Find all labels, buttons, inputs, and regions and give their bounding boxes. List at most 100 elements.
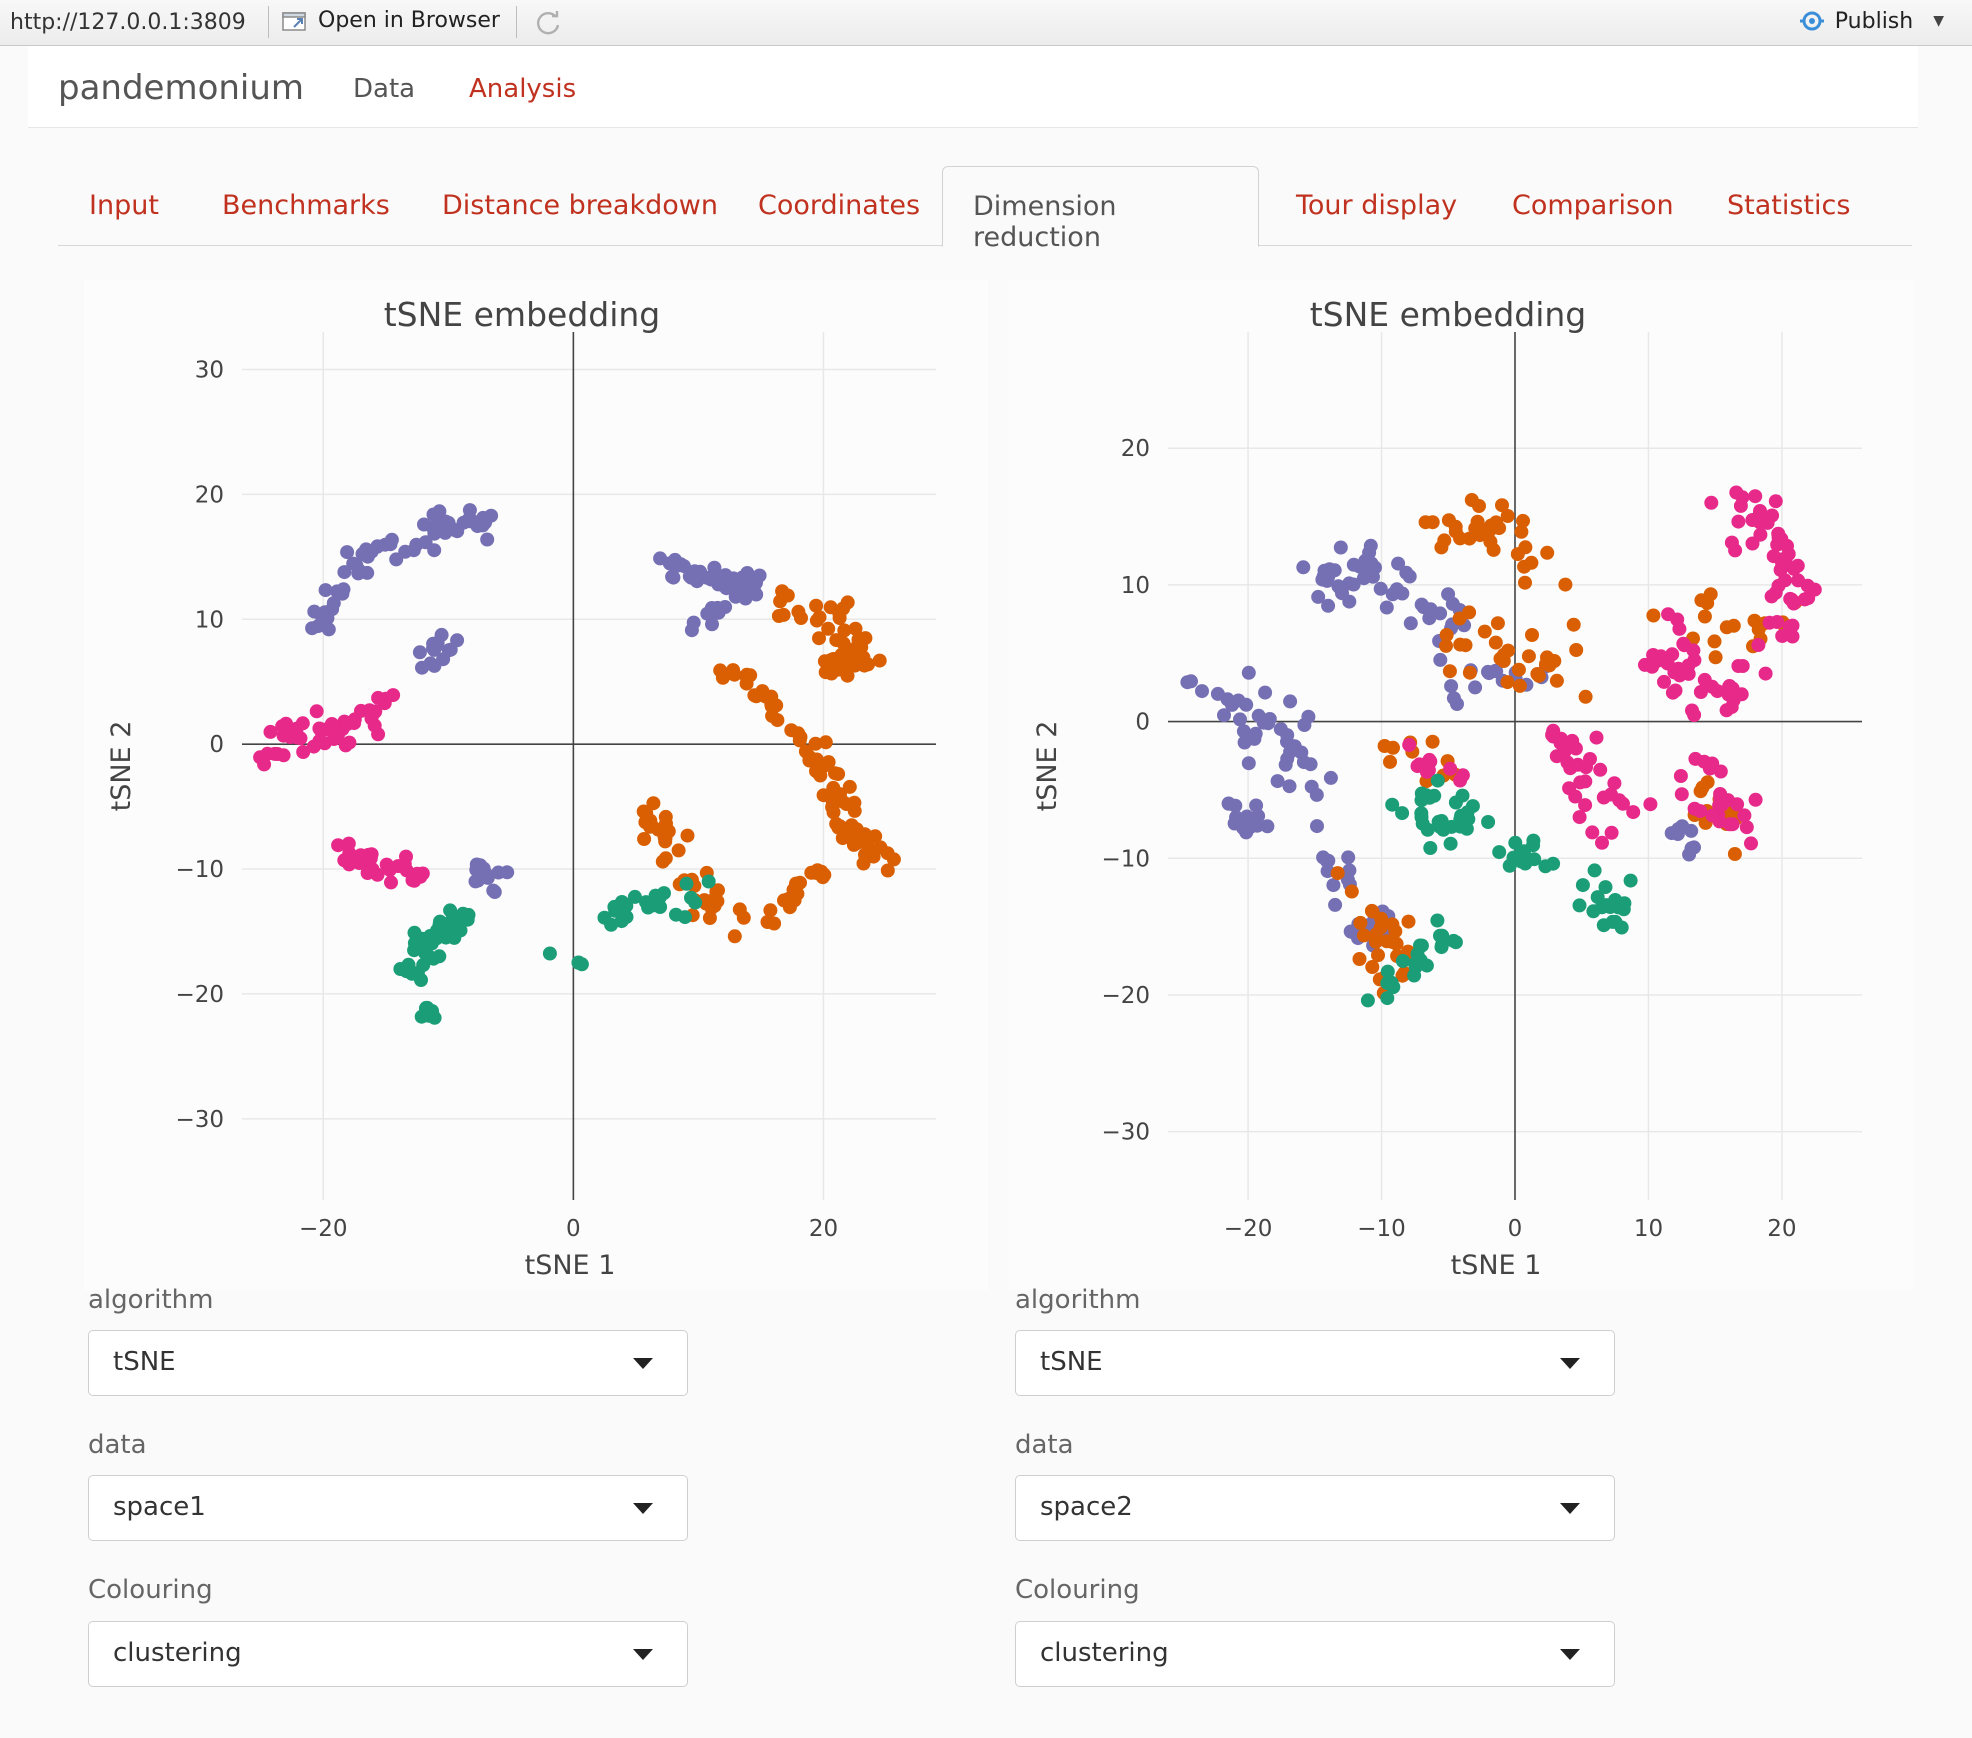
- scatter-point[interactable]: [1705, 808, 1720, 823]
- scatter-point[interactable]: [1249, 798, 1264, 813]
- scatter-point[interactable]: [1762, 615, 1777, 630]
- scatter-point[interactable]: [296, 745, 311, 759]
- scatter-point[interactable]: [718, 600, 733, 614]
- scatter-point[interactable]: [1495, 498, 1509, 513]
- data-select[interactable]: space1: [88, 1475, 688, 1541]
- scatter-point[interactable]: [1421, 763, 1436, 778]
- scatter-point[interactable]: [1607, 776, 1622, 791]
- algorithm-select[interactable]: tSNE: [1015, 1330, 1615, 1396]
- scatter-point[interactable]: [1686, 643, 1701, 658]
- scatter-point[interactable]: [1385, 797, 1400, 812]
- scatter-point[interactable]: [1733, 498, 1748, 513]
- scatter-point[interactable]: [1384, 975, 1399, 990]
- scatter-point[interactable]: [1283, 745, 1298, 759]
- scatter-point[interactable]: [1352, 952, 1367, 966]
- scatter-point[interactable]: [1443, 836, 1458, 851]
- refresh-icon[interactable]: [532, 7, 564, 39]
- scatter-point[interactable]: [1402, 569, 1417, 584]
- scatter-point[interactable]: [711, 577, 726, 592]
- scatter-point[interactable]: [1462, 665, 1477, 680]
- scatter-point[interactable]: [1512, 678, 1527, 693]
- scatter-point[interactable]: [399, 863, 414, 878]
- app-brand[interactable]: pandemonium: [58, 68, 305, 108]
- scatter-point[interactable]: [1483, 534, 1498, 549]
- scatter-point[interactable]: [1365, 960, 1380, 974]
- scatter-point[interactable]: [1578, 689, 1593, 704]
- scatter-point[interactable]: [444, 914, 458, 929]
- scatter-point[interactable]: [1585, 825, 1600, 840]
- scatter-point[interactable]: [312, 734, 327, 748]
- scatter-point[interactable]: [792, 733, 807, 748]
- scatter-point[interactable]: [1320, 573, 1335, 588]
- scatter-point[interactable]: [651, 822, 666, 837]
- scatter-point[interactable]: [1468, 680, 1483, 695]
- scatter-point[interactable]: [1703, 587, 1718, 602]
- scatter-point[interactable]: [1687, 801, 1702, 816]
- scatter-point[interactable]: [1598, 880, 1613, 895]
- scatter-point[interactable]: [1593, 762, 1608, 777]
- scatter-point[interactable]: [836, 636, 851, 651]
- scatter-point[interactable]: [673, 557, 688, 572]
- scatter-point[interactable]: [1453, 531, 1468, 546]
- scatter-point[interactable]: [1735, 659, 1750, 673]
- scatter-point[interactable]: [1310, 819, 1324, 834]
- scatter-point[interactable]: [850, 638, 865, 653]
- scatter-point[interactable]: [1368, 934, 1383, 949]
- scatter-point[interactable]: [684, 623, 699, 638]
- scatter-point[interactable]: [614, 895, 629, 909]
- scatter-point[interactable]: [1748, 792, 1763, 807]
- scatter-point[interactable]: [542, 946, 557, 961]
- scatter-point[interactable]: [715, 670, 730, 685]
- scatter-point[interactable]: [1262, 712, 1277, 726]
- scatter-point[interactable]: [336, 582, 351, 597]
- scatter-point[interactable]: [331, 838, 346, 853]
- scatter-point[interactable]: [847, 795, 862, 810]
- scatter-point[interactable]: [1233, 712, 1247, 727]
- scatter-point[interactable]: [1439, 638, 1453, 653]
- nav-data[interactable]: Data: [353, 74, 416, 104]
- scatter-point[interactable]: [1458, 638, 1473, 653]
- scatter-point[interactable]: [1675, 819, 1690, 834]
- scatter-point[interactable]: [1500, 675, 1515, 690]
- scatter-point[interactable]: [1547, 654, 1562, 668]
- scatter-point[interactable]: [1724, 535, 1739, 550]
- scatter-point[interactable]: [1695, 780, 1710, 795]
- scatter-point[interactable]: [399, 849, 413, 864]
- scatter-point[interactable]: [1587, 863, 1602, 878]
- scatter-point[interactable]: [1778, 573, 1792, 588]
- scatter-point[interactable]: [1353, 915, 1368, 930]
- scatter-point[interactable]: [1333, 540, 1348, 555]
- scatter-point[interactable]: [1444, 679, 1459, 694]
- scatter-point[interactable]: [1422, 611, 1437, 626]
- scatter-point[interactable]: [1383, 754, 1397, 769]
- scatter-point[interactable]: [1433, 606, 1448, 621]
- scatter-point[interactable]: [1395, 954, 1410, 968]
- colouring-select[interactable]: clustering: [88, 1621, 688, 1687]
- scatter-point[interactable]: [1380, 991, 1395, 1006]
- scatter-point[interactable]: [412, 645, 427, 660]
- scatter-point[interactable]: [430, 923, 444, 938]
- scatter-point[interactable]: [1722, 817, 1737, 832]
- scatter-point[interactable]: [267, 746, 282, 761]
- scatter-point[interactable]: [1671, 661, 1686, 676]
- scatter-point[interactable]: [1304, 779, 1319, 794]
- scatter-point[interactable]: [665, 569, 680, 584]
- scatter-point[interactable]: [728, 589, 743, 604]
- scatter-point[interactable]: [312, 721, 327, 736]
- scatter-point[interactable]: [1443, 761, 1458, 776]
- scatter-point[interactable]: [1668, 683, 1683, 698]
- scatter-point[interactable]: [1321, 853, 1336, 868]
- scatter-point[interactable]: [1771, 526, 1786, 541]
- scatter-point[interactable]: [804, 865, 819, 880]
- scatter-point[interactable]: [349, 558, 364, 573]
- scatter-point[interactable]: [1341, 850, 1356, 865]
- scatter-point[interactable]: [1604, 825, 1619, 840]
- scatter-point[interactable]: [817, 758, 832, 773]
- scatter-point[interactable]: [815, 870, 830, 885]
- scatter-point[interactable]: [1425, 734, 1440, 749]
- scatter-point[interactable]: [480, 532, 495, 547]
- scatter-point[interactable]: [658, 809, 673, 824]
- scatter-point[interactable]: [1331, 579, 1346, 594]
- scatter-point[interactable]: [653, 551, 668, 566]
- scatter-point[interactable]: [1766, 549, 1781, 564]
